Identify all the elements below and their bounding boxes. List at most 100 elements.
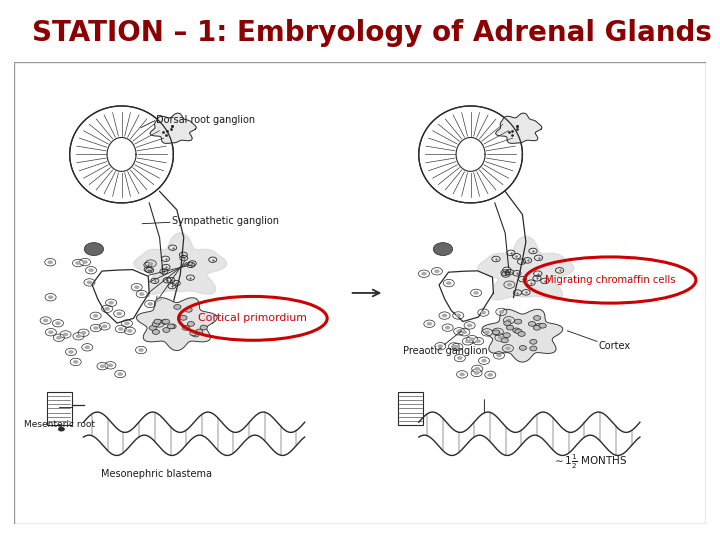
Polygon shape: [150, 113, 197, 144]
Circle shape: [118, 327, 124, 331]
Circle shape: [192, 332, 199, 337]
Text: $\sim$1$\frac{1}{2}$ MONTHS: $\sim$1$\frac{1}{2}$ MONTHS: [552, 452, 628, 471]
Polygon shape: [478, 236, 574, 300]
Circle shape: [534, 315, 541, 320]
Polygon shape: [92, 269, 149, 323]
Circle shape: [433, 242, 453, 255]
Circle shape: [99, 364, 105, 368]
Circle shape: [185, 307, 192, 312]
Circle shape: [518, 332, 525, 336]
Circle shape: [513, 328, 520, 333]
Text: Cortical primordium: Cortical primordium: [199, 313, 307, 323]
Circle shape: [125, 322, 130, 325]
Circle shape: [187, 321, 194, 326]
Circle shape: [515, 319, 522, 324]
Circle shape: [169, 324, 176, 329]
Circle shape: [153, 329, 160, 334]
Bar: [47, 392, 72, 424]
Circle shape: [434, 269, 440, 273]
Circle shape: [485, 330, 490, 334]
Circle shape: [465, 340, 471, 343]
Circle shape: [163, 328, 170, 333]
Circle shape: [127, 329, 132, 333]
Circle shape: [504, 321, 511, 326]
Circle shape: [539, 323, 546, 328]
Polygon shape: [456, 138, 485, 171]
Circle shape: [503, 333, 510, 338]
Circle shape: [117, 372, 123, 376]
Circle shape: [48, 260, 53, 264]
Circle shape: [154, 319, 161, 324]
Circle shape: [492, 330, 500, 335]
Circle shape: [469, 338, 475, 341]
Circle shape: [196, 329, 203, 334]
Circle shape: [454, 345, 460, 349]
Circle shape: [138, 348, 144, 352]
Polygon shape: [134, 233, 227, 294]
Circle shape: [507, 283, 512, 287]
Circle shape: [480, 310, 486, 314]
Polygon shape: [137, 298, 217, 350]
Circle shape: [76, 261, 81, 265]
Circle shape: [462, 330, 467, 334]
Circle shape: [528, 321, 536, 326]
Circle shape: [421, 272, 427, 275]
Circle shape: [68, 350, 73, 354]
Circle shape: [459, 373, 465, 376]
Circle shape: [487, 373, 493, 377]
Circle shape: [102, 325, 107, 328]
Circle shape: [451, 345, 456, 348]
Text: Mesenteric root: Mesenteric root: [24, 420, 95, 429]
Circle shape: [438, 345, 443, 348]
Circle shape: [498, 336, 503, 340]
Circle shape: [467, 323, 472, 327]
Circle shape: [149, 326, 156, 330]
Circle shape: [481, 359, 487, 362]
Circle shape: [86, 281, 92, 284]
Circle shape: [426, 322, 432, 326]
Text: Dorsal root ganglion: Dorsal root ganglion: [156, 115, 255, 125]
Circle shape: [506, 319, 512, 322]
Circle shape: [117, 312, 122, 315]
Circle shape: [498, 310, 504, 314]
Circle shape: [108, 363, 113, 367]
Circle shape: [446, 281, 451, 285]
Circle shape: [456, 329, 462, 333]
Circle shape: [58, 427, 65, 431]
Circle shape: [76, 334, 81, 338]
Circle shape: [81, 331, 86, 335]
Bar: [398, 392, 423, 424]
Circle shape: [148, 262, 153, 265]
Polygon shape: [482, 309, 563, 362]
Text: STATION – 1: Embryology of Adrenal Glands: STATION – 1: Embryology of Adrenal Gland…: [32, 19, 712, 47]
Circle shape: [109, 301, 114, 305]
Circle shape: [93, 326, 99, 330]
Polygon shape: [495, 113, 542, 144]
Circle shape: [496, 354, 502, 357]
Text: Migrating chromaffin cells: Migrating chromaffin cells: [545, 275, 675, 285]
Circle shape: [456, 314, 461, 318]
Text: Mesonephric blastema: Mesonephric blastema: [101, 469, 212, 480]
Circle shape: [180, 315, 187, 320]
Circle shape: [505, 347, 510, 350]
Circle shape: [442, 314, 447, 318]
Circle shape: [457, 356, 462, 360]
Text: Cortex: Cortex: [598, 341, 631, 351]
Circle shape: [501, 338, 508, 343]
Circle shape: [519, 346, 526, 350]
Circle shape: [148, 302, 153, 306]
Circle shape: [495, 330, 500, 334]
Circle shape: [473, 291, 479, 295]
Circle shape: [152, 322, 159, 327]
Circle shape: [48, 330, 53, 334]
Circle shape: [515, 329, 522, 334]
Bar: [398, 392, 423, 424]
FancyBboxPatch shape: [14, 62, 706, 524]
Text: Sympathetic ganglion: Sympathetic ganglion: [172, 217, 279, 226]
Circle shape: [167, 324, 174, 329]
Circle shape: [89, 268, 94, 272]
Circle shape: [174, 305, 181, 309]
Circle shape: [161, 320, 168, 325]
Circle shape: [134, 285, 140, 289]
Bar: [47, 392, 72, 424]
